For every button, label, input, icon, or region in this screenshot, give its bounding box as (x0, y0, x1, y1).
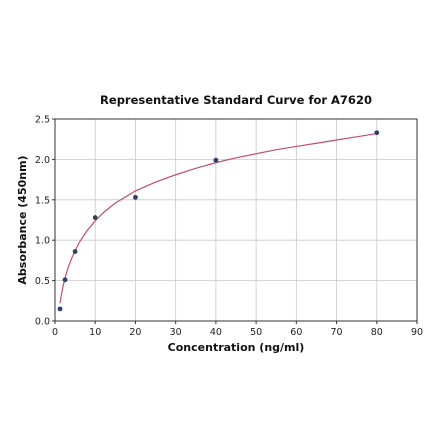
data-point (72, 249, 78, 254)
y-tick-label: 0.0 (35, 317, 50, 328)
x-tick-label: 50 (250, 327, 262, 338)
x-tick-label: 0 (52, 327, 58, 338)
data-point (62, 277, 68, 283)
data-point (92, 215, 98, 220)
x-tick-label: 80 (371, 327, 383, 338)
data-point (374, 130, 380, 136)
x-tick-label: 10 (89, 327, 101, 338)
fit-curve (59, 132, 377, 304)
y-tick-label: 2.0 (35, 155, 50, 166)
data-point (57, 306, 63, 312)
plot-frame (54, 118, 418, 322)
x-tick-label: 40 (210, 327, 222, 338)
data-point (213, 157, 219, 163)
axis-ticks: 0 10 20 30 40 50 60 70 80 90 0.0 0.5 1.0 1.5 2.0 2.5 (35, 115, 423, 339)
y-tick-label: 1.0 (35, 236, 50, 247)
y-axis-label: Absorbance (450nm) (16, 155, 29, 284)
x-axis-label: Concentration (ng/ml) (168, 341, 305, 354)
data-point (133, 194, 138, 200)
grid (54, 118, 418, 322)
x-tick-label: 30 (170, 327, 182, 338)
y-tick-label: 0.5 (35, 276, 50, 287)
x-tick-label: 20 (129, 327, 141, 338)
y-tick-label: 2.5 (35, 115, 50, 126)
x-tick-label: 70 (331, 327, 343, 338)
y-tick-label: 1.5 (35, 195, 50, 206)
fit-curve-layer (59, 132, 377, 304)
data-points (57, 130, 380, 312)
x-tick-label: 60 (290, 327, 302, 338)
x-tick-label: 90 (411, 327, 423, 338)
chart-title: Representative Standard Curve for A7620 (100, 93, 372, 107)
